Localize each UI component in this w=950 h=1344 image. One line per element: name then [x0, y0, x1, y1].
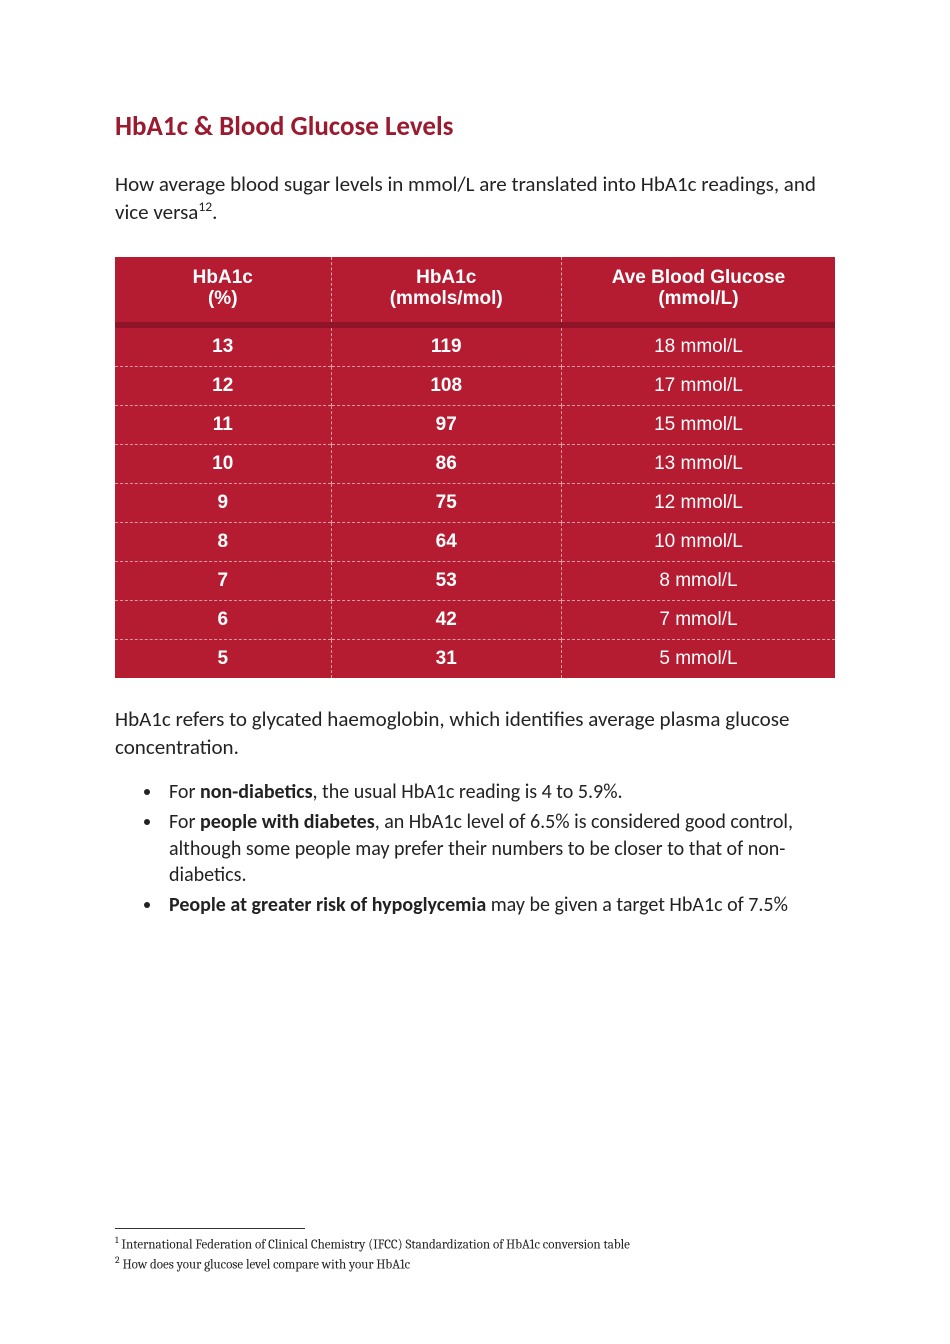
- footnote-number: 2: [115, 1255, 120, 1266]
- table-cell: 7 mmol/L: [561, 601, 835, 640]
- document-page: HbA1c & Blood Glucose Levels How average…: [0, 0, 950, 1344]
- table-cell: 5 mmol/L: [561, 640, 835, 679]
- table-cell: 5: [115, 640, 331, 679]
- list-item: People at greater risk of hypoglycemia m…: [163, 892, 835, 918]
- table-cell: 108: [331, 367, 561, 406]
- table-cell: 8 mmol/L: [561, 562, 835, 601]
- table-cell: 42: [331, 601, 561, 640]
- bullet-list: For non-diabetics, the usual HbA1c readi…: [163, 779, 835, 919]
- table-cell: 53: [331, 562, 561, 601]
- table-cell: 31: [331, 640, 561, 679]
- table-cell: 119: [331, 325, 561, 367]
- table-row: 1311918 mmol/L: [115, 325, 835, 367]
- hba1c-table: HbA1c (%) HbA1c (mmols/mol) Ave Blood Gl…: [115, 257, 835, 679]
- table-header-row: HbA1c (%) HbA1c (mmols/mol) Ave Blood Gl…: [115, 257, 835, 326]
- table-cell: 13: [115, 325, 331, 367]
- col-header-unit: (mmol/L): [658, 288, 738, 309]
- table-cell: 97: [331, 406, 561, 445]
- table-row: 108613 mmol/L: [115, 445, 835, 484]
- col-header-ave-glucose: Ave Blood Glucose (mmol/L): [561, 257, 835, 326]
- col-header-text: Ave Blood Glucose: [612, 267, 786, 288]
- col-header-text: HbA1c: [416, 267, 476, 288]
- table-row: 97512 mmol/L: [115, 484, 835, 523]
- table-row: 1210817 mmol/L: [115, 367, 835, 406]
- bullet-bold: non-diabetics: [200, 780, 313, 804]
- col-header-unit: (mmols/mol): [390, 288, 503, 309]
- footnote-number: 1: [115, 1235, 119, 1246]
- footnote: 1International Federation of Clinical Ch…: [115, 1235, 835, 1252]
- table-row: 119715 mmol/L: [115, 406, 835, 445]
- list-item: For people with diabetes, an HbA1c level…: [163, 809, 835, 888]
- table-cell: 17 mmol/L: [561, 367, 835, 406]
- table-row: 6427 mmol/L: [115, 601, 835, 640]
- table-row: 86410 mmol/L: [115, 523, 835, 562]
- bullet-bold: people with diabetes: [200, 810, 375, 834]
- col-header-hba1c-mmolsmol: HbA1c (mmols/mol): [331, 257, 561, 326]
- table-cell: 10 mmol/L: [561, 523, 835, 562]
- list-item: For non-diabetics, the usual HbA1c readi…: [163, 779, 835, 805]
- table-cell: 12: [115, 367, 331, 406]
- table-cell: 6: [115, 601, 331, 640]
- intro-paragraph: How average blood sugar levels in mmol/L…: [115, 171, 835, 227]
- table-cell: 18 mmol/L: [561, 325, 835, 367]
- col-header-text: HbA1c: [193, 267, 253, 288]
- intro-superscript: 12: [198, 198, 212, 215]
- table-row: 5315 mmol/L: [115, 640, 835, 679]
- bullet-post: may be given a target HbA1c of 7.5%: [486, 893, 788, 917]
- table-row: 7538 mmol/L: [115, 562, 835, 601]
- intro-period: .: [212, 199, 217, 225]
- table-cell: 9: [115, 484, 331, 523]
- bullet-pre: For: [169, 780, 200, 804]
- col-header-unit: (%): [208, 288, 238, 309]
- table-cell: 11: [115, 406, 331, 445]
- col-header-hba1c-percent: HbA1c (%): [115, 257, 331, 326]
- table-cell: 13 mmol/L: [561, 445, 835, 484]
- table-cell: 15 mmol/L: [561, 406, 835, 445]
- table-cell: 8: [115, 523, 331, 562]
- footnote-rule: [115, 1228, 305, 1229]
- table-body: 1311918 mmol/L1210817 mmol/L119715 mmol/…: [115, 325, 835, 678]
- page-title: HbA1c & Blood Glucose Levels: [115, 110, 835, 143]
- intro-text: How average blood sugar levels in mmol/L…: [115, 171, 816, 225]
- explain-paragraph: HbA1c refers to glycated haemoglobin, wh…: [115, 706, 835, 761]
- table-cell: 10: [115, 445, 331, 484]
- bullet-pre: For: [169, 810, 200, 834]
- footnote-items: 1International Federation of Clinical Ch…: [115, 1235, 835, 1272]
- table-cell: 64: [331, 523, 561, 562]
- footnote-text: How does your glucose level compare with…: [123, 1257, 411, 1272]
- table-cell: 86: [331, 445, 561, 484]
- bullet-bold: People at greater risk of hypoglycemia: [169, 893, 486, 917]
- table-cell: 12 mmol/L: [561, 484, 835, 523]
- bullet-post: , the usual HbA1c reading is 4 to 5.9%.: [313, 780, 623, 804]
- footnotes: 1International Federation of Clinical Ch…: [115, 1228, 835, 1274]
- table-cell: 75: [331, 484, 561, 523]
- footnote-text: International Federation of Clinical Che…: [122, 1238, 630, 1253]
- footnote: 2How does your glucose level compare wit…: [115, 1255, 835, 1272]
- table-cell: 7: [115, 562, 331, 601]
